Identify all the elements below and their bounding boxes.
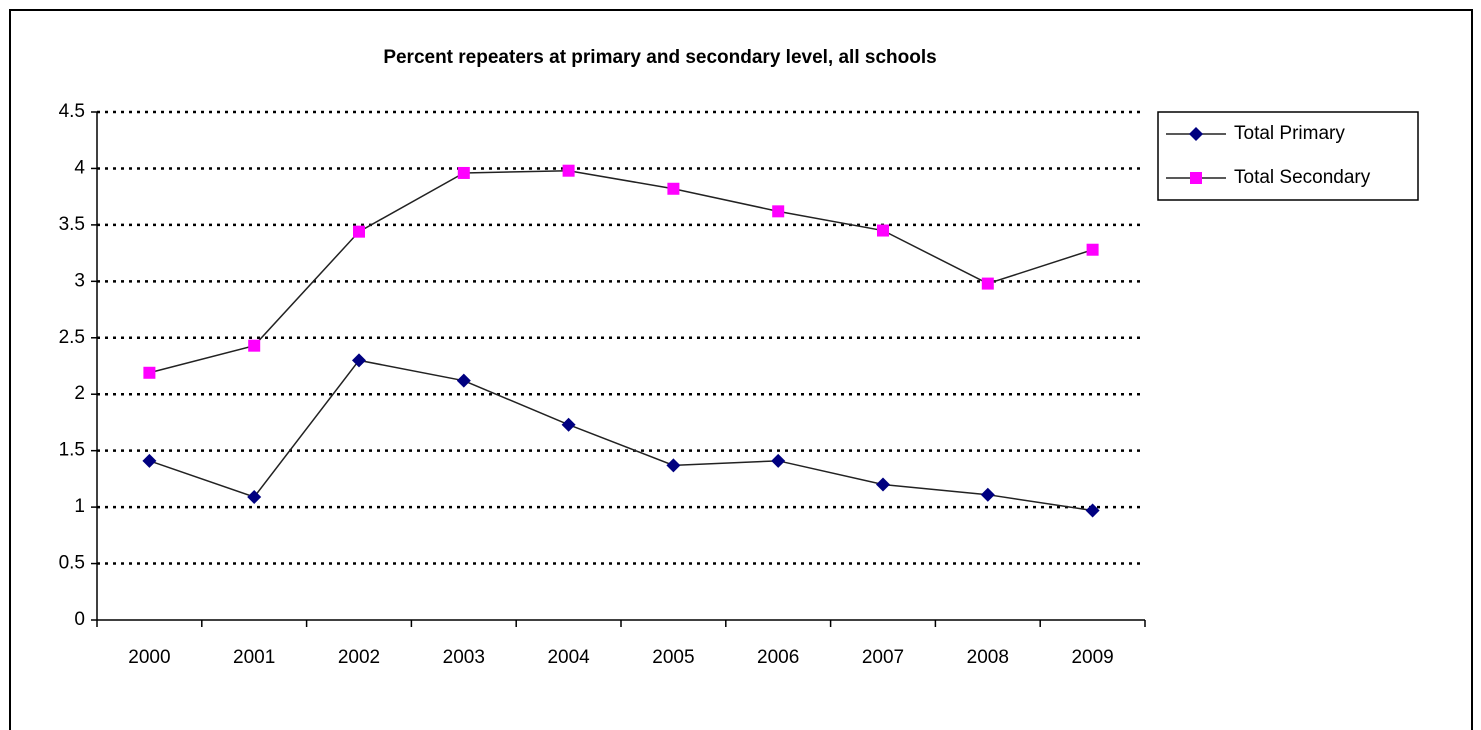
data-point bbox=[352, 353, 366, 368]
data-point bbox=[876, 477, 890, 492]
data-point bbox=[667, 182, 680, 195]
data-point bbox=[247, 489, 262, 504]
x-tick-label: 2003 bbox=[443, 647, 485, 668]
y-tick-label: 2 bbox=[74, 383, 85, 404]
data-point bbox=[248, 339, 261, 352]
x-tick-label: 2002 bbox=[338, 647, 380, 668]
legend-label: Total Secondary bbox=[1234, 167, 1371, 188]
y-tick-label: 4.5 bbox=[59, 101, 85, 122]
data-point bbox=[877, 224, 889, 237]
data-point bbox=[142, 453, 157, 468]
y-tick-label: 0 bbox=[74, 609, 85, 630]
y-tick-label: 3.5 bbox=[59, 214, 85, 235]
data-point bbox=[353, 225, 365, 238]
data-point bbox=[981, 277, 994, 290]
data-point bbox=[772, 205, 785, 218]
x-tick-label: 2000 bbox=[128, 647, 170, 668]
data-point bbox=[561, 417, 576, 432]
legend-box bbox=[1157, 111, 1419, 201]
y-tick-label: 3 bbox=[74, 270, 85, 291]
x-tick-label: 2005 bbox=[652, 647, 694, 668]
data-point bbox=[666, 458, 681, 473]
series-line bbox=[149, 359, 1093, 512]
data-point bbox=[1086, 243, 1099, 256]
series-line bbox=[149, 169, 1093, 374]
y-tick-label: 1.5 bbox=[59, 440, 85, 461]
x-tick-label: 2001 bbox=[233, 647, 275, 668]
data-point bbox=[1190, 172, 1202, 184]
legend-label: Total Primary bbox=[1234, 123, 1345, 144]
x-tick-label: 2009 bbox=[1071, 647, 1113, 668]
x-tick-label: 2004 bbox=[547, 647, 590, 668]
data-point bbox=[980, 487, 995, 502]
frame bbox=[9, 9, 1473, 730]
data-point bbox=[1085, 503, 1100, 518]
x-tick-label: 2006 bbox=[757, 647, 799, 668]
x-tick-label: 2007 bbox=[862, 647, 904, 668]
chart-title: Percent repeaters at primary and seconda… bbox=[383, 47, 936, 68]
data-point bbox=[457, 166, 470, 179]
y-tick-label: 0.5 bbox=[59, 553, 85, 574]
x-tick-label: 2008 bbox=[967, 647, 1009, 668]
data-point bbox=[771, 453, 786, 468]
y-tick-label: 4 bbox=[74, 157, 85, 178]
data-point bbox=[143, 366, 156, 379]
y-tick-label: 2.5 bbox=[59, 327, 85, 348]
y-tick-label: 1 bbox=[74, 496, 85, 517]
data-point bbox=[456, 373, 471, 388]
data-point bbox=[562, 164, 575, 177]
data-point bbox=[1189, 127, 1203, 141]
